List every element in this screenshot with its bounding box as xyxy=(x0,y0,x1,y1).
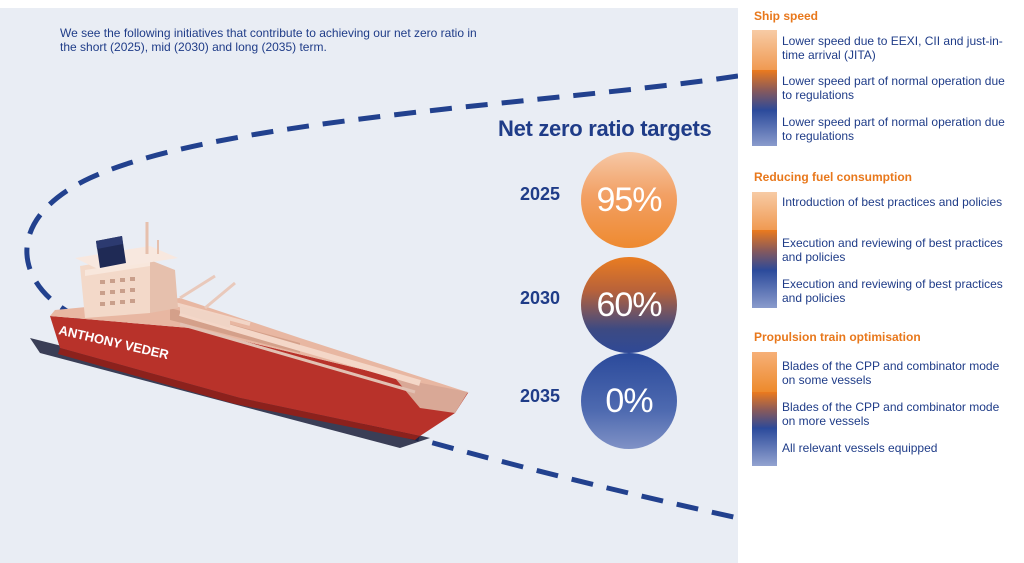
target-value-2030: 60% xyxy=(596,285,662,324)
initiative-text: Blades of the CPP and combinator mode on… xyxy=(782,400,1000,428)
initiatives-sidebar: Ship speed Lower speed due to EEXI, CII … xyxy=(744,0,1024,563)
gradient-bar xyxy=(752,270,777,308)
ship-name: ANTHONY VEDER xyxy=(57,322,171,362)
targets-title: Net zero ratio targets xyxy=(498,116,712,141)
initiative-text: All relevant vessels equipped xyxy=(782,441,938,455)
trajectory-curve xyxy=(24,73,738,521)
target-value-2035: 0% xyxy=(605,381,653,420)
initiative-text: Lower speed due to EEXI, CII and just-in… xyxy=(782,34,1003,62)
initiative-text: Execution and reviewing of best practice… xyxy=(782,277,1003,305)
initiative-text: Lower speed part of normal operation due… xyxy=(782,74,1005,102)
gradient-bar xyxy=(752,230,777,270)
section-title-ship-speed: Ship speed xyxy=(754,9,819,23)
intro-text: We see the following initiatives that co… xyxy=(60,26,477,54)
gradient-bar xyxy=(752,192,777,230)
section-title-fuel: Reducing fuel consumption xyxy=(754,170,912,184)
gradient-bar xyxy=(752,30,777,70)
gradient-bar xyxy=(752,392,777,428)
diagram-panel: We see the following initiatives that co… xyxy=(0,8,738,563)
initiative-text: Introduction of best practices and polic… xyxy=(782,195,1003,209)
section-title-propulsion: Propulsion train optimisation xyxy=(754,330,921,344)
gradient-bar xyxy=(752,352,777,392)
gradient-bar xyxy=(752,70,777,110)
target-circle-2035: 0% xyxy=(581,353,677,449)
ship-illustration xyxy=(30,222,470,448)
target-value-2025: 95% xyxy=(596,180,662,219)
gradient-bar xyxy=(752,428,777,466)
initiative-text: Blades of the CPP and combinator mode on… xyxy=(782,359,1000,387)
target-year-2030: 2030 xyxy=(520,288,561,308)
target-year-2035: 2035 xyxy=(520,386,561,406)
gradient-bar xyxy=(752,110,777,146)
initiative-text: Lower speed part of normal operation due… xyxy=(782,115,1005,143)
target-year-2025: 2025 xyxy=(520,184,561,204)
target-circle-2025: 95% xyxy=(581,152,677,248)
initiative-text: Execution and reviewing of best practice… xyxy=(782,236,1003,264)
target-circle-2030: 60% xyxy=(581,257,677,353)
